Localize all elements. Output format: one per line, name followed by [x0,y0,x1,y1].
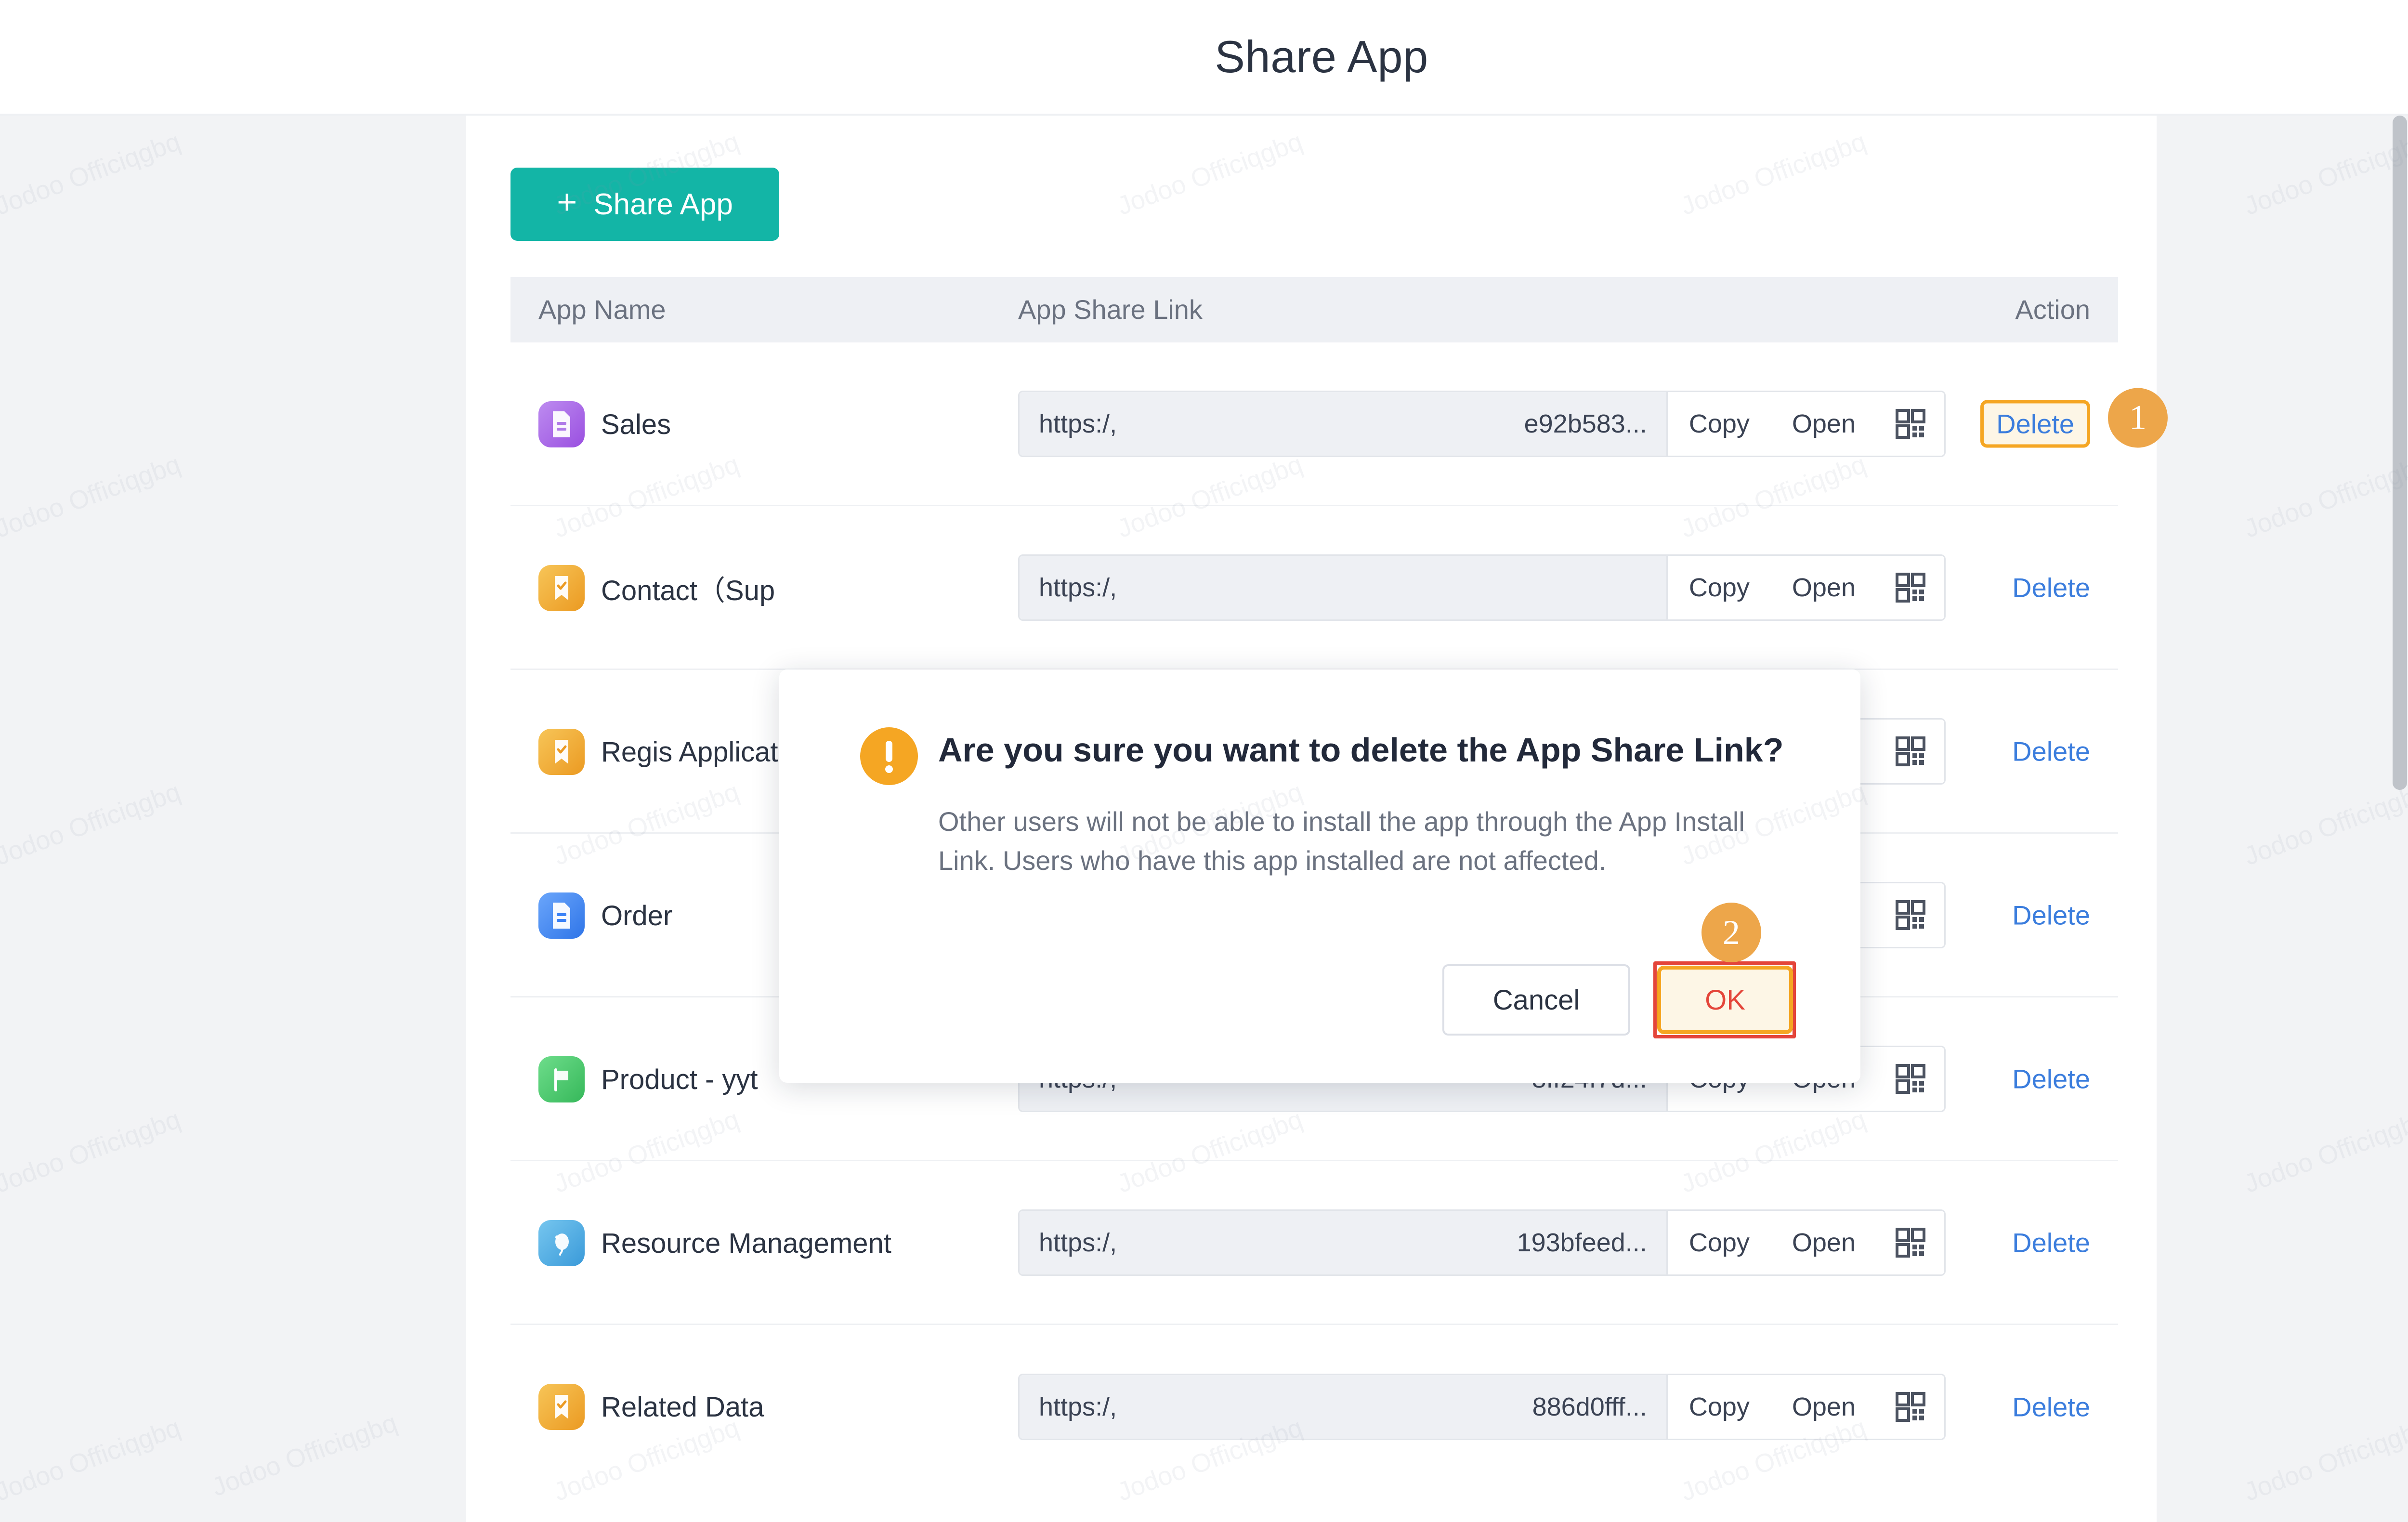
delete-button[interactable]: Delete [2012,1227,2090,1258]
action-cell: Delete [2012,1063,2090,1094]
share-link-group: https:/, Copy Open [1018,554,1946,621]
ok-button[interactable]: OK [1657,966,1793,1034]
share-link-field[interactable]: https:/, 193bfeed... [1020,1210,1668,1274]
vertical-scrollbar-thumb[interactable] [2393,116,2407,790]
table-row: Sales https:/, e92b583... Copy Open [510,342,2168,506]
qr-code-icon[interactable] [1877,555,1944,619]
share-link-group: https:/, e92b583... Copy Open [1018,390,1946,457]
link-code: 886d0fff... [1532,1392,1647,1421]
qr-code-icon[interactable] [1877,719,1944,783]
balloon-lightblue-icon [538,1220,585,1266]
share-link-field[interactable]: https:/, e92b583... [1020,392,1668,456]
add-share-app-label: Share App [593,187,733,221]
delete-confirm-dialog: Are you sure you want to delete the App … [779,669,1860,1083]
delete-button[interactable]: Delete [2012,736,2090,766]
link-protocol: https:/, [1039,1228,1117,1257]
open-button[interactable]: Open [1770,1210,1877,1274]
app-name-label: Order [601,900,673,932]
app-cell: Order [538,834,672,997]
share-link-group: https:/, 193bfeed... Copy Open [1018,1209,1946,1276]
delete-button[interactable]: Delete [2012,572,2090,603]
share-link-field[interactable]: https:/, [1020,555,1668,619]
link-protocol: https:/, [1039,573,1117,602]
app-cell: Resource Management [538,1161,891,1325]
step-badge-2: 2 [1701,903,1761,962]
delete-label: Delete [1996,408,2074,439]
action-cell: Delete [2012,572,2090,603]
form-orange-icon [538,1384,585,1430]
link-protocol: https:/, [1039,409,1117,438]
modal-header: Share App [0,0,2408,116]
form-orange-icon [538,729,585,775]
column-header-app-name: App Name [538,294,666,325]
dialog-actions: Cancel OK 2 [1442,903,1796,1038]
qr-code-icon[interactable] [1877,1375,1944,1439]
flag-green-icon [538,1056,585,1102]
qr-code-icon[interactable] [1877,883,1944,947]
action-cell: Delete 1 [1980,388,2168,447]
open-button[interactable]: Open [1770,555,1877,619]
qr-code-icon[interactable] [1877,1047,1944,1111]
action-cell: Delete [2012,899,2090,931]
dialog-body-text: Other users will not be able to install … [938,806,1745,876]
open-button[interactable]: Open [1770,1375,1877,1439]
app-cell: Contact（Sup [538,506,775,670]
link-code: e92b583... [1524,409,1647,438]
delete-button[interactable]: Delete [2012,1391,2090,1422]
share-link-group: https:/, 886d0fff... Copy Open [1018,1374,1946,1440]
share-link-field[interactable]: https:/, 886d0fff... [1020,1375,1668,1439]
copy-button[interactable]: Copy [1667,1210,1771,1274]
step-badge-1: 1 [2108,388,2168,447]
ok-button-wrapper: OK 2 [1653,903,1796,1038]
copy-button[interactable]: Copy [1667,392,1771,456]
delete-button[interactable]: Delete [2012,900,2090,930]
open-button[interactable]: Open [1770,392,1877,456]
vertical-scrollbar-track[interactable] [2391,116,2408,1522]
modal-body: + Share App App Name App Share Link Acti… [0,116,2408,1522]
copy-button[interactable]: Copy [1667,1375,1771,1439]
app-cell: Sales [538,342,671,506]
document-blue-icon [538,892,585,939]
warning-icon [860,727,918,785]
dialog-title: Are you sure you want to delete the App … [938,731,1784,769]
delete-button[interactable]: Delete [2012,1063,2090,1094]
table-row: Resource Management https:/, 193bfeed...… [510,1161,2118,1325]
action-cell: Delete [2012,1391,2090,1423]
app-cell: Product - yyt [538,997,758,1161]
link-code: 193bfeed... [1517,1228,1647,1257]
app-cell: Related Data [538,1325,764,1489]
app-name-label: Resource Management [601,1227,891,1259]
column-header-action: Action [2015,294,2090,325]
app-cell: Regis Applicat [538,670,778,834]
form-orange-icon [538,565,585,611]
qr-code-icon[interactable] [1877,1210,1944,1274]
table-row: Related Data https:/, 886d0fff... Copy O… [510,1325,2118,1489]
document-purple-icon [538,401,585,447]
app-name-label: Contact（Sup [601,575,775,606]
app-name-label: Product - yyt [601,1063,758,1095]
action-cell: Delete [2012,1227,2090,1258]
plus-icon: + [557,183,577,222]
link-protocol: https:/, [1039,1392,1117,1421]
table-row: Contact（Sup https:/, Copy Open [510,506,2118,670]
copy-button[interactable]: Copy [1667,555,1771,619]
column-header-share-link: App Share Link [1018,294,1203,325]
page-title: Share App [1215,31,1428,82]
app-name-label: Sales [601,408,671,440]
delete-button[interactable]: Delete 1 [1980,388,2168,447]
qr-code-icon[interactable] [1877,392,1944,456]
cancel-button[interactable]: Cancel [1442,964,1630,1036]
app-name-label: Regis Applicat [601,736,778,768]
app-name-label: Related Data [601,1391,764,1423]
table-header: App Name App Share Link Action [510,277,2118,342]
ok-label: OK [1705,984,1745,1016]
add-share-app-button[interactable]: + Share App [510,168,779,241]
action-cell: Delete [2012,735,2090,767]
